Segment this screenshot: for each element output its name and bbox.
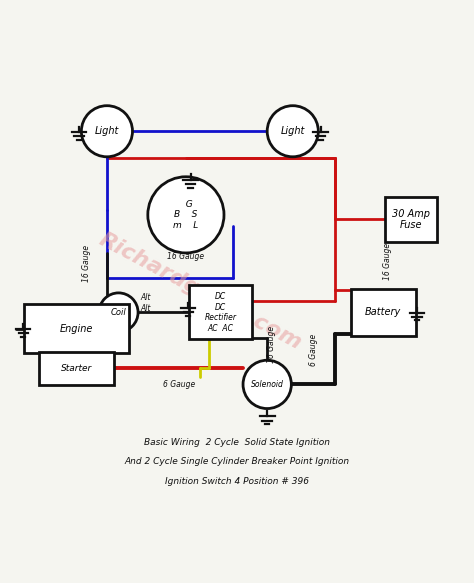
Text: 30 Amp
Fuse: 30 Amp Fuse bbox=[392, 209, 430, 230]
FancyBboxPatch shape bbox=[24, 304, 129, 353]
Text: Solenoid: Solenoid bbox=[251, 380, 283, 389]
Text: 16 Gauge: 16 Gauge bbox=[267, 326, 276, 363]
Text: Coil: Coil bbox=[110, 308, 127, 317]
Text: DC
DC
Rectifier
AC  AC: DC DC Rectifier AC AC bbox=[205, 292, 237, 332]
Text: Engine: Engine bbox=[60, 324, 93, 333]
Text: Basic Wiring  2 Cycle  Solid State Ignition: Basic Wiring 2 Cycle Solid State Ignitio… bbox=[144, 438, 330, 447]
Text: Alt
Alt: Alt Alt bbox=[140, 293, 151, 313]
Text: G
B    S
m    L: G B S m L bbox=[173, 200, 199, 230]
Text: 6 Gauge: 6 Gauge bbox=[309, 333, 318, 366]
Circle shape bbox=[148, 177, 224, 253]
Text: Starter: Starter bbox=[61, 364, 92, 373]
Circle shape bbox=[82, 106, 132, 157]
Text: 16 Gauge: 16 Gauge bbox=[167, 252, 204, 261]
Text: 16 Gauge: 16 Gauge bbox=[383, 243, 392, 280]
FancyBboxPatch shape bbox=[351, 289, 416, 336]
Text: Light: Light bbox=[281, 127, 305, 136]
Text: Light: Light bbox=[95, 127, 119, 136]
Text: 6 Gauge: 6 Gauge bbox=[163, 380, 195, 389]
FancyBboxPatch shape bbox=[39, 352, 114, 385]
Text: Richardgclics.com: Richardgclics.com bbox=[95, 230, 305, 353]
Circle shape bbox=[243, 360, 292, 409]
Text: And 2 Cycle Single Cylinder Breaker Point Ignition: And 2 Cycle Single Cylinder Breaker Poin… bbox=[125, 458, 349, 466]
Circle shape bbox=[267, 106, 319, 157]
Text: 16 Gauge: 16 Gauge bbox=[82, 245, 91, 282]
Circle shape bbox=[99, 293, 138, 332]
FancyBboxPatch shape bbox=[189, 286, 252, 339]
Text: Battery: Battery bbox=[365, 307, 401, 317]
FancyBboxPatch shape bbox=[385, 197, 437, 242]
Text: Ignition Switch 4 Position # 396: Ignition Switch 4 Position # 396 bbox=[165, 477, 309, 486]
